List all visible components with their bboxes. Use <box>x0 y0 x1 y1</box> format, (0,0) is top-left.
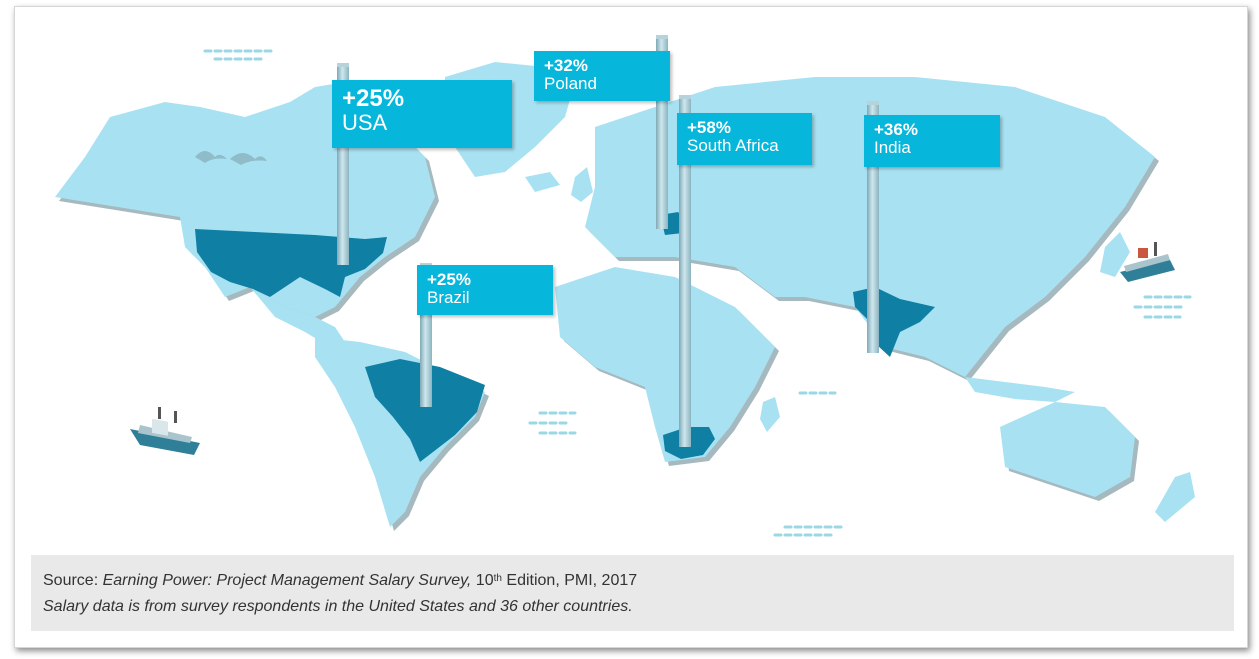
south-africa-pole <box>679 95 691 447</box>
ocean-decorations <box>203 49 1192 537</box>
map-frame: +25% USA +32% Poland +58% South Africa +… <box>14 6 1248 648</box>
india-name: India <box>874 137 911 157</box>
japan-land <box>1100 232 1130 277</box>
source-note-text: Salary data is from survey respondents i… <box>43 598 633 615</box>
source-prefix: Source: <box>43 572 103 589</box>
brazil-percent: +25% <box>427 270 471 289</box>
ship-right-icon <box>1120 242 1175 282</box>
india-label: +36% India <box>864 115 1000 167</box>
poland-label: +32% Poland <box>534 51 670 101</box>
source-note: Salary data is from survey respondents i… <box>43 594 1222 620</box>
south-africa-name: South Africa <box>687 135 779 155</box>
brazil-name: Brazil <box>427 287 470 307</box>
brazil-country <box>365 359 485 462</box>
brazil-label: +25% Brazil <box>417 265 553 315</box>
south-africa-percent: +58% <box>687 118 731 137</box>
world-map <box>55 49 1195 537</box>
birds-icon <box>195 151 267 165</box>
south-africa-label: +58% South Africa <box>677 113 812 165</box>
india-percent: +36% <box>874 120 918 139</box>
australia-land <box>1000 402 1135 497</box>
source-box: Source: Earning Power: Project Managemen… <box>31 555 1234 631</box>
source-title: Earning Power: Project Management Salary… <box>102 572 472 589</box>
poland-percent: +32% <box>544 56 588 75</box>
source-line: Source: Earning Power: Project Managemen… <box>43 566 1222 594</box>
madagascar-land <box>760 397 780 432</box>
indonesia-land <box>965 377 1075 402</box>
source-edition-suffix: th <box>493 573 502 584</box>
source-edition-rest: Edition, PMI, 2017 <box>501 572 638 589</box>
usa-percent: +25% <box>342 85 405 112</box>
uk-land <box>571 167 593 202</box>
continents <box>55 62 1195 527</box>
new-zealand-land <box>1155 472 1195 522</box>
central-america-land <box>250 287 345 347</box>
ship-left-icon <box>130 407 200 455</box>
usa-name: USA <box>342 110 388 136</box>
source-edition-number: 10 <box>471 572 494 589</box>
poland-name: Poland <box>544 73 597 93</box>
africa-land <box>555 267 775 462</box>
iceland-land <box>525 172 560 192</box>
usa-label: +25% USA <box>332 80 512 148</box>
